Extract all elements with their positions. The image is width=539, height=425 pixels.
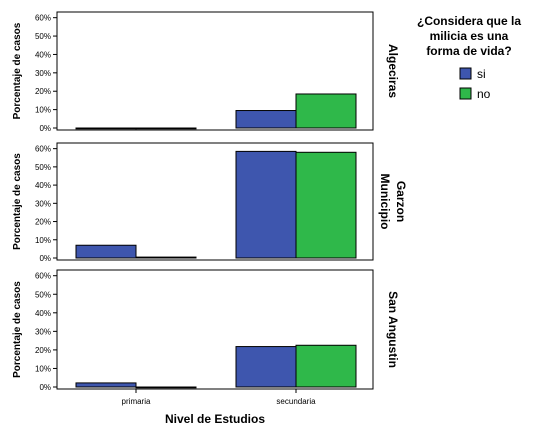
legend-swatch-no	[459, 87, 472, 100]
y-tick-label: 0%	[39, 254, 51, 263]
y-tick-label: 50%	[35, 32, 51, 41]
x-axis: primaria secundaria Nivel de Estudios	[122, 389, 316, 425]
y-tick-label: 30%	[35, 199, 51, 208]
bar-no-primaria	[135, 127, 197, 130]
bar-no-secundaria	[295, 344, 357, 388]
panel-1: 0% 10% 20% 30% 40% 50% 60% Porcentaje de casos A…	[12, 11, 400, 133]
y-tick-label: 0%	[39, 383, 51, 392]
y-tick-label: 30%	[35, 327, 51, 336]
legend-swatch-si	[459, 67, 472, 80]
legend-label-si: si	[477, 67, 486, 81]
bar-no-secundaria	[295, 93, 357, 129]
bar-si-secundaria	[235, 110, 297, 129]
y-tick-label: 10%	[35, 364, 51, 373]
bar-si-secundaria	[235, 150, 297, 259]
y-tick-label: 40%	[35, 181, 51, 190]
panel-3: 0% 10% 20% 30% 40% 50% 60% Porcentaje de casos S…	[12, 269, 400, 392]
bar-no-primaria	[135, 256, 197, 259]
y-tick-label: 20%	[35, 218, 51, 227]
bar-no-secundaria	[295, 151, 357, 259]
chart-panels: 0% 10% 20% 30% 40% 50% 60% Porcentaje de casos A…	[12, 11, 408, 392]
y-tick-label: 50%	[35, 290, 51, 299]
y-tick-label: 10%	[35, 236, 51, 245]
x-axis-label: Nivel de Estudios	[165, 412, 265, 425]
y-tick-label: 60%	[35, 145, 51, 154]
x-tick-label: secundaria	[276, 397, 316, 406]
bar-si-primaria	[75, 244, 137, 259]
y-tick-label: 20%	[35, 87, 51, 96]
y-tick-label: 40%	[35, 309, 51, 318]
y-tick-label: 40%	[35, 50, 51, 59]
legend-label-no: no	[477, 87, 491, 101]
y-tick-label: 60%	[35, 14, 51, 23]
legend-title: ¿Considera que la	[417, 14, 521, 28]
x-tick-label: primaria	[122, 397, 151, 406]
y-tick-label: 30%	[35, 69, 51, 78]
bar-si-secundaria	[235, 346, 297, 388]
bar-no-primaria	[135, 386, 197, 389]
y-tick-label: 50%	[35, 163, 51, 172]
panel-label: Algeciras	[386, 44, 400, 98]
y-axis-label: Porcentaje de casos	[12, 153, 23, 250]
y-tick-label: 0%	[39, 124, 51, 133]
legend-title: milicia es una	[430, 29, 509, 43]
y-tick-label: 20%	[35, 346, 51, 355]
legend-title: forma de vida?	[426, 44, 511, 58]
y-tick-label: 10%	[35, 106, 51, 115]
bar-si-primaria	[75, 127, 137, 130]
bar-si-primaria	[75, 382, 137, 388]
y-tick-label: 60%	[35, 272, 51, 281]
panel-label: Municipio	[378, 174, 392, 230]
y-axis-label: Porcentaje de casos	[12, 281, 23, 378]
panel-label: San Angustin	[386, 291, 400, 368]
panel-label: Garzon	[394, 181, 408, 222]
panel-2: 0% 10% 20% 30% 40% 50% 60% Porcentaje de casos M…	[12, 142, 408, 263]
y-axis-label: Porcentaje de casos	[12, 22, 23, 119]
